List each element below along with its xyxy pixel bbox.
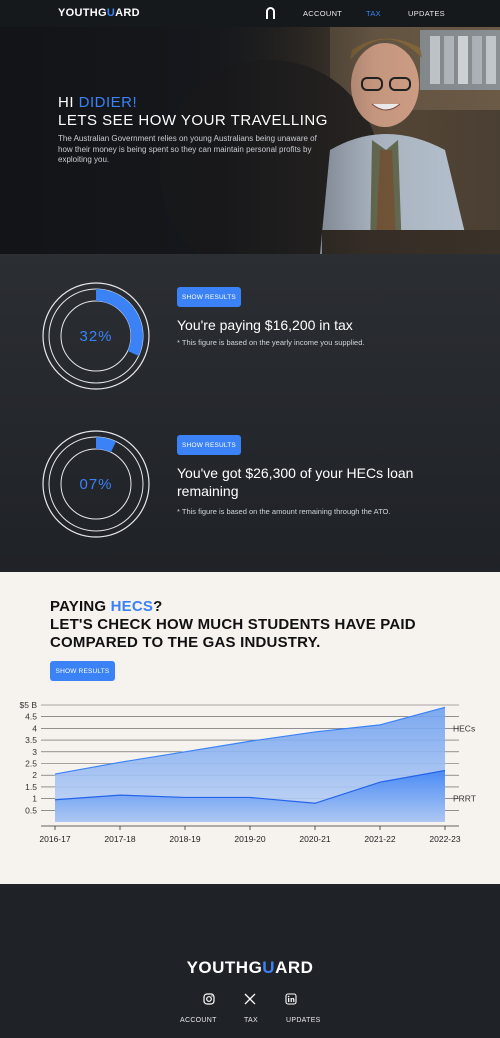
hecs-title: PAYING HECS? LET'S CHECK HOW MUCH STUDEN… <box>50 598 450 652</box>
ring-graphic <box>42 430 150 538</box>
x-tick-label: 2019-20 <box>234 834 265 844</box>
series-label-prrt: PRRT <box>453 794 476 804</box>
tax-headline: You're paying $16,200 in tax <box>177 317 353 333</box>
prrt-line <box>54 769 446 804</box>
footer-link-updates[interactable]: UPDATES <box>286 1017 321 1024</box>
y-tick-label: 3.5 <box>25 735 37 745</box>
hero-greeting: HI DIDIER! <box>58 94 328 112</box>
series-label-hecs: HECs <box>453 723 475 733</box>
footer-logo-text-end: ARD <box>275 958 314 977</box>
y-tick-label: 1 <box>32 794 37 804</box>
hecs-note: * This figure is based on the amount rem… <box>177 507 391 516</box>
show-results-button[interactable]: SHOW RESULTS <box>50 661 115 681</box>
hero-subtitle: The Australian Government relies on youn… <box>58 134 317 164</box>
hecs-chart-section: PAYING HECS? LET'S CHECK HOW MUCH STUDEN… <box>0 572 500 884</box>
footer-logo-text: YOUTHG <box>186 958 263 977</box>
show-results-button[interactable]: SHOW RESULTS <box>177 435 241 455</box>
user-name: DIDIER! <box>78 94 138 111</box>
y-tick-label: 0.5 <box>25 805 37 815</box>
linkedin-icon[interactable] <box>284 992 298 1006</box>
x-tick-label: 2016-17 <box>39 834 70 844</box>
hecs-progress-arc <box>96 437 117 453</box>
x-tick-label: 2021-22 <box>364 834 395 844</box>
y-tick-label: 1.5 <box>25 782 37 792</box>
nav-account[interactable]: ACCOUNT <box>303 9 343 18</box>
y-tick-label: 4.5 <box>25 712 37 722</box>
hecs-headline: You've got $26,300 of your HECs loan rem… <box>177 465 414 499</box>
hero-section: YOUTHGUARD ACCOUNT TAX UPDATES HI DIDIER… <box>0 0 500 254</box>
hero-overlay <box>0 0 500 254</box>
ring-graphic <box>42 282 150 390</box>
prrt-area <box>55 770 445 822</box>
hecs-subtitle: LET'S CHECK HOW MUCH STUDENTS HAVE PAID … <box>50 616 416 651</box>
hecs-percent: 07% <box>79 475 113 493</box>
results-section: 32% SHOW RESULTS You're paying $16,200 i… <box>0 254 500 572</box>
x-tick-label: 2017-18 <box>104 834 135 844</box>
logo-text: YOUTHG <box>58 7 107 19</box>
tax-percent: 32% <box>79 327 113 345</box>
y-tick-label: 2.5 <box>25 759 37 769</box>
hecs-title-accent: HECS <box>110 598 154 615</box>
tax-progress-ring: 32% <box>41 281 151 391</box>
x-tick-label: 2020-21 <box>299 834 330 844</box>
hecs-title-mark: ? <box>153 598 163 615</box>
hero-title: LETS SEE HOW YOUR TRAVELLING <box>58 112 328 129</box>
logo-text-end: ARD <box>115 7 140 19</box>
nav-tax[interactable]: TAX <box>366 9 381 18</box>
y-tick-label: $5 B <box>20 700 38 710</box>
tax-note: * This figure is based on the yearly inc… <box>177 338 365 347</box>
greeting-text: HI <box>58 94 79 111</box>
y-tick-label: 3 <box>32 747 37 757</box>
footer-link-tax[interactable]: TAX <box>244 1017 258 1024</box>
footer: YOUTHGUARD ACCOUNT TAX UPDATES <box>0 884 500 1038</box>
x-tick-label: 2022-23 <box>429 834 460 844</box>
hecs-progress-ring: 07% <box>41 429 151 539</box>
logo-accent: U <box>106 7 116 19</box>
footer-link-account[interactable]: ACCOUNT <box>180 1017 217 1024</box>
x-icon[interactable] <box>243 992 257 1006</box>
tax-progress-arc <box>96 289 143 357</box>
logo[interactable]: YOUTHGUARD <box>58 7 140 19</box>
y-tick-label: 2 <box>32 770 37 780</box>
show-results-button[interactable]: SHOW RESULTS <box>177 287 241 307</box>
hero-text: HI DIDIER! LETS SEE HOW YOUR TRAVELLING … <box>58 94 328 166</box>
hecs-title-text: PAYING <box>50 598 111 615</box>
brand-u-icon[interactable] <box>266 7 275 19</box>
nav-updates[interactable]: UPDATES <box>408 9 445 18</box>
y-tick-label: 4 <box>32 723 37 733</box>
instagram-icon[interactable] <box>202 992 216 1006</box>
footer-logo[interactable]: YOUTHGUARD <box>0 958 500 978</box>
footer-logo-accent: U <box>262 958 276 977</box>
hecs-line <box>54 706 446 775</box>
top-navbar: YOUTHGUARD ACCOUNT TAX UPDATES <box>0 0 500 27</box>
hecs-vs-prrt-chart: $5 B 4.54 3.5 3 2.52 1.5 10.5 HECs PRRT 2016-17 20… <box>20 700 477 844</box>
x-tick-label: 2018-19 <box>169 834 200 844</box>
